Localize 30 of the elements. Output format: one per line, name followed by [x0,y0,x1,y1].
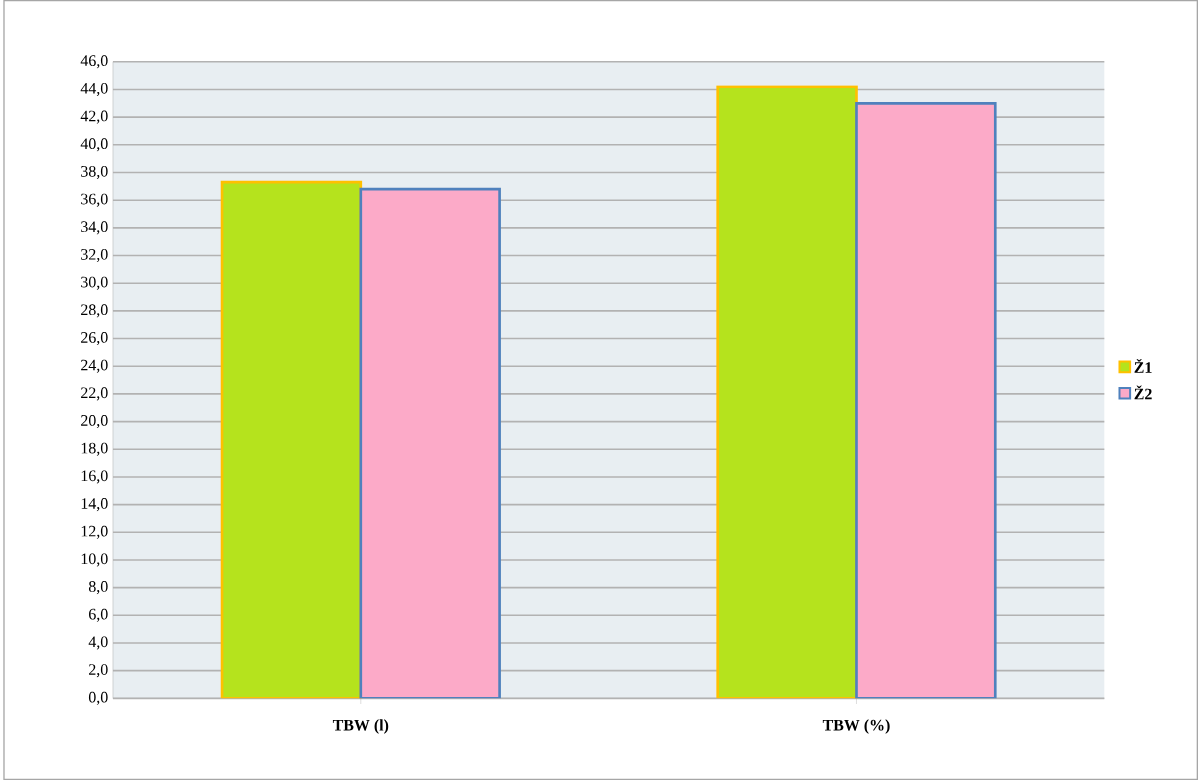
y-tick-label: 14,0 [81,498,108,512]
y-tick-label: 24,0 [81,359,108,373]
legend-label: Ž2 [1134,385,1152,400]
x-tick-label: TBW (l) [332,719,389,734]
y-tick-label: 20,0 [81,415,108,429]
y-tick-label: 8,0 [88,581,108,595]
y-tick-label: 12,0 [81,525,108,539]
y-tick-label: 26,0 [81,331,108,346]
y-tick-label: 16,0 [81,470,108,484]
y-tick-label: 30,0 [81,276,108,290]
x-tick-label: TBW (%) [822,719,890,734]
y-tick-label: 46,0 [80,55,108,69]
y-tick-label: 38,0 [81,165,108,179]
y-tick-label: 34,0 [81,221,108,235]
y-tick-label: 2,0 [89,664,108,678]
y-tick-label: 4,0 [88,636,108,650]
y-tick-label: 28,0 [81,304,108,318]
y-tick-label: 40,0 [80,138,108,152]
legend-label: Ž1 [1134,358,1152,373]
y-tick-label: 44,0 [80,82,108,96]
y-tick-label: 42,0 [80,110,108,124]
y-tick-label: 32,0 [81,248,108,263]
y-tick-label: 10,0 [81,553,108,567]
y-tick-label: 6,0 [89,608,108,622]
bar [716,85,858,699]
y-tick-label: 18,0 [81,442,108,456]
bar [359,187,501,699]
y-tick-label: 0,0 [88,691,108,705]
y-tick-label: 22,0 [81,387,108,401]
y-tick-label: 36,0 [81,193,108,207]
